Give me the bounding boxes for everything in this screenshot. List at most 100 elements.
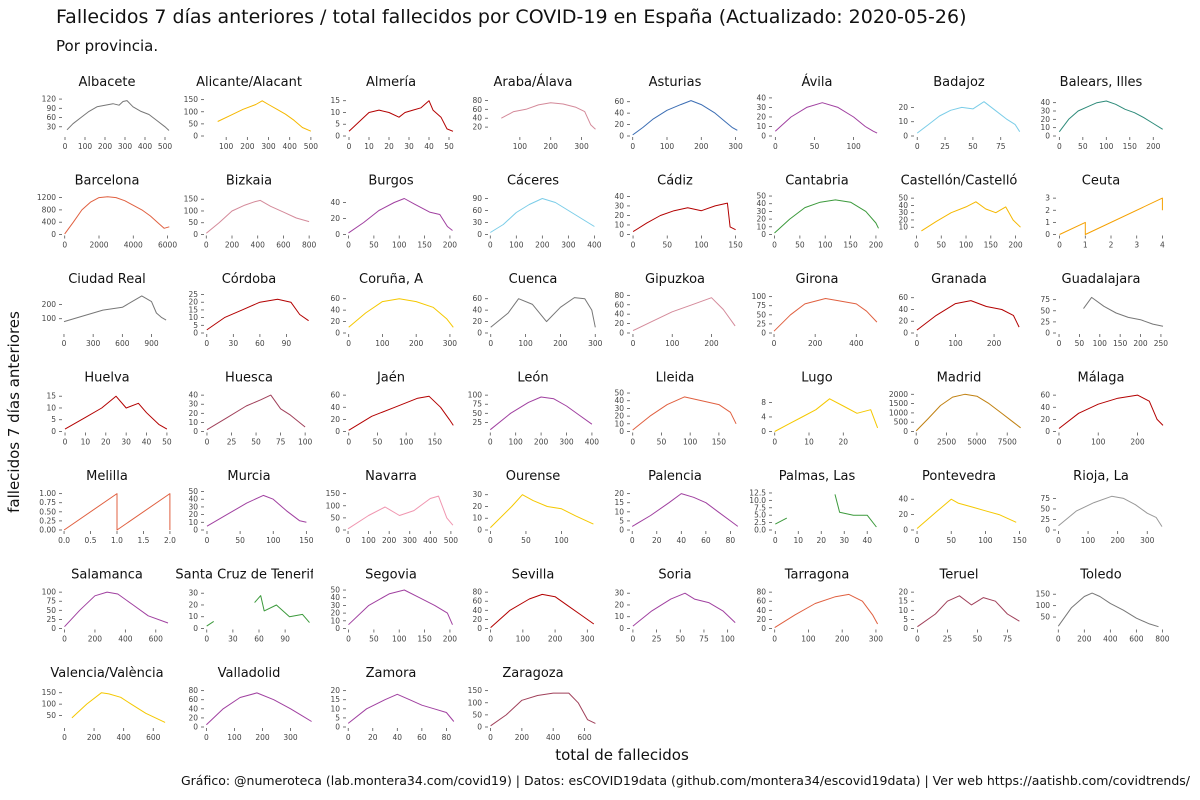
x-tick-label: 150	[984, 241, 999, 250]
x-tick-label: 20	[816, 536, 826, 545]
y-tick-label: 40	[188, 391, 198, 400]
y-tick-label: 0	[335, 624, 340, 633]
y-tick-label: 50	[46, 606, 56, 615]
y-tick-label: 10	[898, 606, 908, 615]
y-tick-label: 20	[898, 215, 908, 224]
y-tick-label: 0	[335, 329, 340, 338]
x-tick-label: 600	[276, 241, 291, 250]
facet-title: Huelva	[84, 371, 129, 386]
y-tick-label: 20	[898, 510, 908, 519]
y-tick-label: 0	[619, 624, 624, 633]
x-tick-label: 100	[1081, 536, 1096, 545]
x-tick-label: 400	[423, 536, 438, 545]
x-tick-label: 10	[804, 438, 814, 447]
facet-panel: Alicante/Alacant 0 50 100 150 100 200 300 400 500	[184, 75, 319, 151]
facet-panel: Santa Cruz de Tenerife 0 10 20 30 0 30 60 90	[175, 568, 313, 644]
facet-title: Girona	[796, 272, 839, 287]
x-tick-label: 400	[587, 241, 602, 250]
facet-title: Cuenca	[509, 272, 558, 287]
y-tick-label: 10	[614, 220, 624, 229]
x-tick-label: 100	[801, 635, 816, 644]
y-tick-label: 10	[614, 612, 624, 621]
x-tick-label: 0	[346, 733, 351, 742]
x-tick-label: 200	[515, 733, 530, 742]
x-tick-label: 0	[62, 635, 67, 644]
x-tick-label: 150	[728, 241, 743, 250]
x-tick-label: 0	[204, 733, 209, 742]
series-line	[632, 396, 737, 431]
y-tick-label: 0	[51, 230, 56, 239]
x-tick-label: 50	[675, 635, 685, 644]
y-tick-label: 0	[1045, 427, 1050, 436]
y-tick-label: 1000	[889, 408, 908, 417]
y-tick-label: 5	[335, 120, 340, 129]
x-tick-label: 200	[553, 339, 568, 348]
y-tick-label: 20	[330, 686, 340, 695]
x-tick-label: 150	[1123, 142, 1138, 151]
y-tick-label: 60	[330, 391, 340, 400]
y-tick-label: 0	[619, 526, 624, 535]
x-tick-label: 50	[946, 536, 956, 545]
facet-panel: Cuenca 0 20 40 60 0 100 200 300	[472, 272, 602, 348]
facet-panel: Lugo 0 4 8 0 10 20	[761, 371, 879, 447]
y-tick-label: 30	[614, 201, 624, 210]
x-tick-label: 75	[1003, 635, 1013, 644]
x-tick-label: 200	[409, 339, 424, 348]
series-line	[206, 394, 306, 431]
x-tick-label: 200	[1110, 536, 1125, 545]
y-tick-label: 40	[614, 192, 624, 201]
y-tick-label: 40	[1040, 98, 1050, 107]
facet-title: Rioja, La	[1073, 469, 1129, 484]
x-tick-label: 900	[144, 339, 159, 348]
facet-title: Zamora	[366, 666, 417, 681]
y-tick-label: 0	[477, 329, 482, 338]
facet-title: Gipuzkoa	[645, 272, 705, 287]
y-tick-label: 20	[1040, 415, 1050, 424]
series-line	[206, 620, 214, 627]
y-tick-label: 75	[46, 597, 56, 606]
facet-title: Barcelona	[75, 174, 140, 189]
x-tick-label: 0	[630, 536, 635, 545]
facet-title: Salamanca	[71, 568, 143, 583]
x-tick-label: 300	[283, 733, 298, 742]
y-tick-label: 150	[1036, 590, 1051, 599]
x-tick-label: 50	[936, 241, 946, 250]
y-tick-label: 10	[756, 222, 766, 231]
x-tick-label: 400	[546, 733, 561, 742]
x-tick-label: 100	[959, 241, 974, 250]
y-tick-label: 25	[46, 615, 56, 624]
facet-title: León	[517, 371, 548, 386]
y-tick-label: 30	[46, 122, 56, 131]
series-line	[348, 298, 454, 328]
x-tick-label: 100	[1093, 339, 1108, 348]
x-tick-label: 2	[1109, 241, 1114, 250]
x-tick-label: 1.5	[138, 536, 150, 545]
y-tick-label: 0	[193, 723, 198, 732]
y-tick-label: 90	[472, 194, 482, 203]
facet-title: Soria	[658, 568, 691, 583]
y-tick-label: 2.5	[754, 518, 766, 527]
x-tick-label: 200	[1133, 339, 1148, 348]
x-tick-label: 100	[509, 241, 524, 250]
x-tick-label: 50	[973, 635, 983, 644]
x-tick-label: 0	[630, 142, 635, 151]
facet-panel: Almería 0 5 10 15 0 10 20 30 40 50	[330, 75, 454, 151]
x-tick-label: 50	[1075, 339, 1085, 348]
y-tick-label: 20	[756, 615, 766, 624]
y-tick-label: 150	[184, 95, 199, 104]
y-tick-label: 40	[614, 310, 624, 319]
y-tick-label: 0	[903, 526, 908, 535]
y-tick-label: 50	[472, 409, 482, 418]
x-tick-label: 300	[574, 142, 589, 151]
x-tick-label: 40	[424, 142, 434, 151]
facet-panel: Huelva 0 5 10 15 0 10 20 30 40 50	[46, 371, 171, 447]
facet-title: Pontevedra	[922, 469, 996, 484]
y-tick-label: 20	[188, 298, 198, 307]
y-tick-label: 25	[756, 319, 766, 328]
y-tick-label: 1500	[889, 399, 908, 408]
y-tick-label: 40	[188, 495, 198, 504]
x-tick-label: 20	[839, 438, 849, 447]
y-tick-label: 60	[472, 105, 482, 114]
x-tick-label: 4	[1160, 241, 1165, 250]
x-tick-label: 10	[364, 142, 374, 151]
